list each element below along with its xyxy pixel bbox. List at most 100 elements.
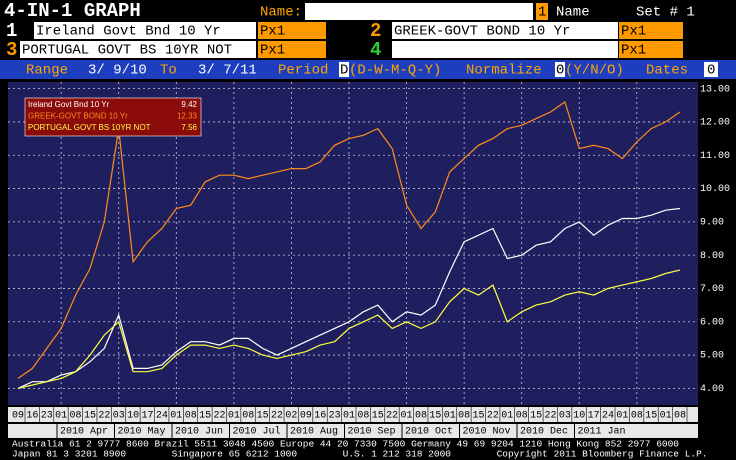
x-tick-label: 15 xyxy=(372,411,384,422)
period-options: (D-W-M-Q-Y) xyxy=(349,63,441,79)
dates-label: Dates xyxy=(646,63,688,79)
to-label: To xyxy=(160,63,177,79)
settings-bar xyxy=(0,60,736,79)
x-tick-label: 23 xyxy=(41,411,53,422)
field-box[interactable] xyxy=(619,22,683,39)
name-button[interactable]: Name xyxy=(556,5,590,21)
normalize: 0 xyxy=(556,63,564,79)
field: Px1 xyxy=(621,43,646,59)
x-tick-label: 01 xyxy=(401,411,413,422)
y-tick-label: 9.00 xyxy=(700,217,724,228)
x-tick-label: 01 xyxy=(444,411,456,422)
security-input[interactable] xyxy=(392,22,618,39)
x-tick-label: 22 xyxy=(544,411,556,422)
x-group-label: 2010 Oct xyxy=(405,427,453,438)
normalize-label: Normalize xyxy=(466,63,542,79)
x-tick-label: 24 xyxy=(156,411,168,422)
x-tick-label: 10 xyxy=(573,411,585,422)
x-tick-label: 08 xyxy=(674,411,686,422)
x-tick-label: 08 xyxy=(516,411,528,422)
range-label: Range xyxy=(26,63,68,79)
set-number-box[interactable] xyxy=(536,3,548,20)
x-group-label: 2011 Jan xyxy=(578,427,626,438)
field-box[interactable] xyxy=(619,41,683,58)
field-box[interactable] xyxy=(258,41,326,58)
x-tick-label: 24 xyxy=(602,411,614,422)
name-label: Name: xyxy=(260,5,302,21)
x-tick-label: 16 xyxy=(26,411,38,422)
legend-label: PORTUGAL GOVT BS 10YR NOT xyxy=(28,123,151,132)
field: Px1 xyxy=(260,43,285,59)
x-tick-label: 03 xyxy=(113,411,125,422)
x-tick-label: 08 xyxy=(242,411,254,422)
field-box[interactable] xyxy=(258,22,326,39)
series-line xyxy=(17,207,681,389)
y-tick-label: 10.00 xyxy=(700,184,730,195)
dates: 0 xyxy=(707,63,715,79)
x-tick-label: 22 xyxy=(271,411,283,422)
x-tick-label: 08 xyxy=(185,411,197,422)
series-line xyxy=(17,101,681,379)
y-tick-label: 7.00 xyxy=(700,284,724,295)
x-tick-label: 22 xyxy=(213,411,225,422)
tick-strip xyxy=(8,407,698,422)
y-tick-label: 11.00 xyxy=(700,151,730,162)
footer-line: Australia 61 2 9777 8600 Brazil 5511 304… xyxy=(12,439,679,450)
x-group-label: 2010 Nov xyxy=(463,427,511,438)
x-tick-label: 22 xyxy=(487,411,499,422)
x-tick-label: 01 xyxy=(228,411,240,422)
x-tick-label: 08 xyxy=(458,411,470,422)
x-tick-label: 17 xyxy=(142,411,154,422)
x-tick-label: 01 xyxy=(501,411,513,422)
x-tick-label: 17 xyxy=(588,411,600,422)
period-label: Period xyxy=(278,63,328,79)
x-group-label: 2010 Dec xyxy=(520,427,568,438)
x-tick-label: 08 xyxy=(70,411,82,422)
x-tick-label: 15 xyxy=(645,411,657,422)
legend-value: 7.56 xyxy=(181,123,197,132)
x-group-label: 2010 Jun xyxy=(175,427,223,438)
security-input[interactable] xyxy=(392,41,618,58)
x-tick-label: 01 xyxy=(55,411,67,422)
name-input[interactable] xyxy=(305,3,533,20)
security-name: PORTUGAL GOVT BS 10YR NOT xyxy=(22,43,232,59)
y-tick-label: 8.00 xyxy=(700,251,724,262)
normalize-box[interactable] xyxy=(555,62,565,77)
end-date[interactable]: 3/ 7/11 xyxy=(198,63,257,79)
legend-value: 12.33 xyxy=(177,112,198,121)
dates-box[interactable] xyxy=(704,62,718,77)
y-tick-label: 5.00 xyxy=(700,351,724,362)
x-tick-label: 16 xyxy=(314,411,326,422)
x-tick-label: 15 xyxy=(530,411,542,422)
security-input[interactable] xyxy=(20,41,256,58)
x-tick-label: 01 xyxy=(343,411,355,422)
month-strip xyxy=(8,424,698,438)
start-date[interactable]: 3/ 9/10 xyxy=(88,63,147,79)
x-tick-label: 01 xyxy=(660,411,672,422)
period: D xyxy=(340,63,348,79)
y-tick-label: 4.00 xyxy=(700,384,724,395)
y-tick-label: 6.00 xyxy=(700,317,724,328)
y-tick-label: 12.00 xyxy=(700,118,730,129)
normalize-options: (Y/N/O) xyxy=(565,63,624,79)
x-tick-label: 15 xyxy=(473,411,485,422)
footer-line: Japan 81 3 3201 8900 Singapore 65 6212 1… xyxy=(12,449,708,460)
x-group-label: 2010 Apr xyxy=(60,427,108,438)
x-tick-label: 08 xyxy=(357,411,369,422)
field: Px1 xyxy=(621,24,646,40)
period-box[interactable] xyxy=(339,62,349,77)
legend-label: GREEK-GOVT BOND 10 Yr xyxy=(28,112,128,121)
x-tick-label: 15 xyxy=(199,411,211,422)
x-tick-label: 02 xyxy=(285,411,297,422)
legend-box xyxy=(24,97,202,137)
chart: 4.00 5.00 6.00 7.00 8.00 9.00 10.00 11.00 12.00 1… xyxy=(8,82,730,438)
security-input[interactable] xyxy=(34,22,256,39)
set-label: Set # 1 xyxy=(636,5,695,21)
field: Px1 xyxy=(260,24,285,40)
x-group-label: 2010 Sep xyxy=(348,427,396,438)
x-group-label: 2010 May xyxy=(118,427,166,438)
x-tick-label: 10 xyxy=(127,411,139,422)
series-line xyxy=(17,269,681,389)
y-tick-label: 13.00 xyxy=(700,84,730,95)
security-number: 1 xyxy=(6,20,17,42)
